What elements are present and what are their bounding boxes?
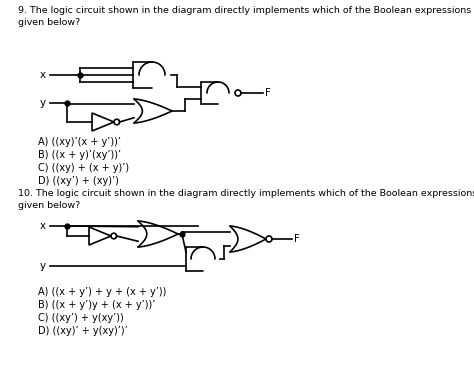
Text: B) ((x + y)’(xy’))’: B) ((x + y)’(xy’))’ <box>38 150 121 160</box>
Text: A) ((x + y’) + y + (x + y’)): A) ((x + y’) + y + (x + y’)) <box>38 287 166 297</box>
Text: y: y <box>40 261 46 271</box>
Text: F: F <box>294 234 300 244</box>
Text: 10. The logic circuit shown in the diagram directly implements which of the Bool: 10. The logic circuit shown in the diagr… <box>18 189 474 210</box>
Text: y: y <box>40 98 46 108</box>
Text: D) ((xy’) + (xy)’): D) ((xy’) + (xy)’) <box>38 176 119 186</box>
Text: x: x <box>40 221 46 231</box>
Text: B) ((x + y’)y + (x + y’))’: B) ((x + y’)y + (x + y’))’ <box>38 300 155 310</box>
Text: D) ((xy)’ + y(xy)’)’: D) ((xy)’ + y(xy)’)’ <box>38 326 128 336</box>
Text: x: x <box>40 70 46 80</box>
Text: C) ((xy’) + y(xy’)): C) ((xy’) + y(xy’)) <box>38 313 124 323</box>
Text: 9. The logic circuit shown in the diagram directly implements which of the Boole: 9. The logic circuit shown in the diagra… <box>18 6 471 27</box>
Text: C) ((xy) + (x + y)’): C) ((xy) + (x + y)’) <box>38 163 129 173</box>
Text: F: F <box>265 88 271 98</box>
Text: A) ((xy)’(x + y’))’: A) ((xy)’(x + y’))’ <box>38 137 121 147</box>
